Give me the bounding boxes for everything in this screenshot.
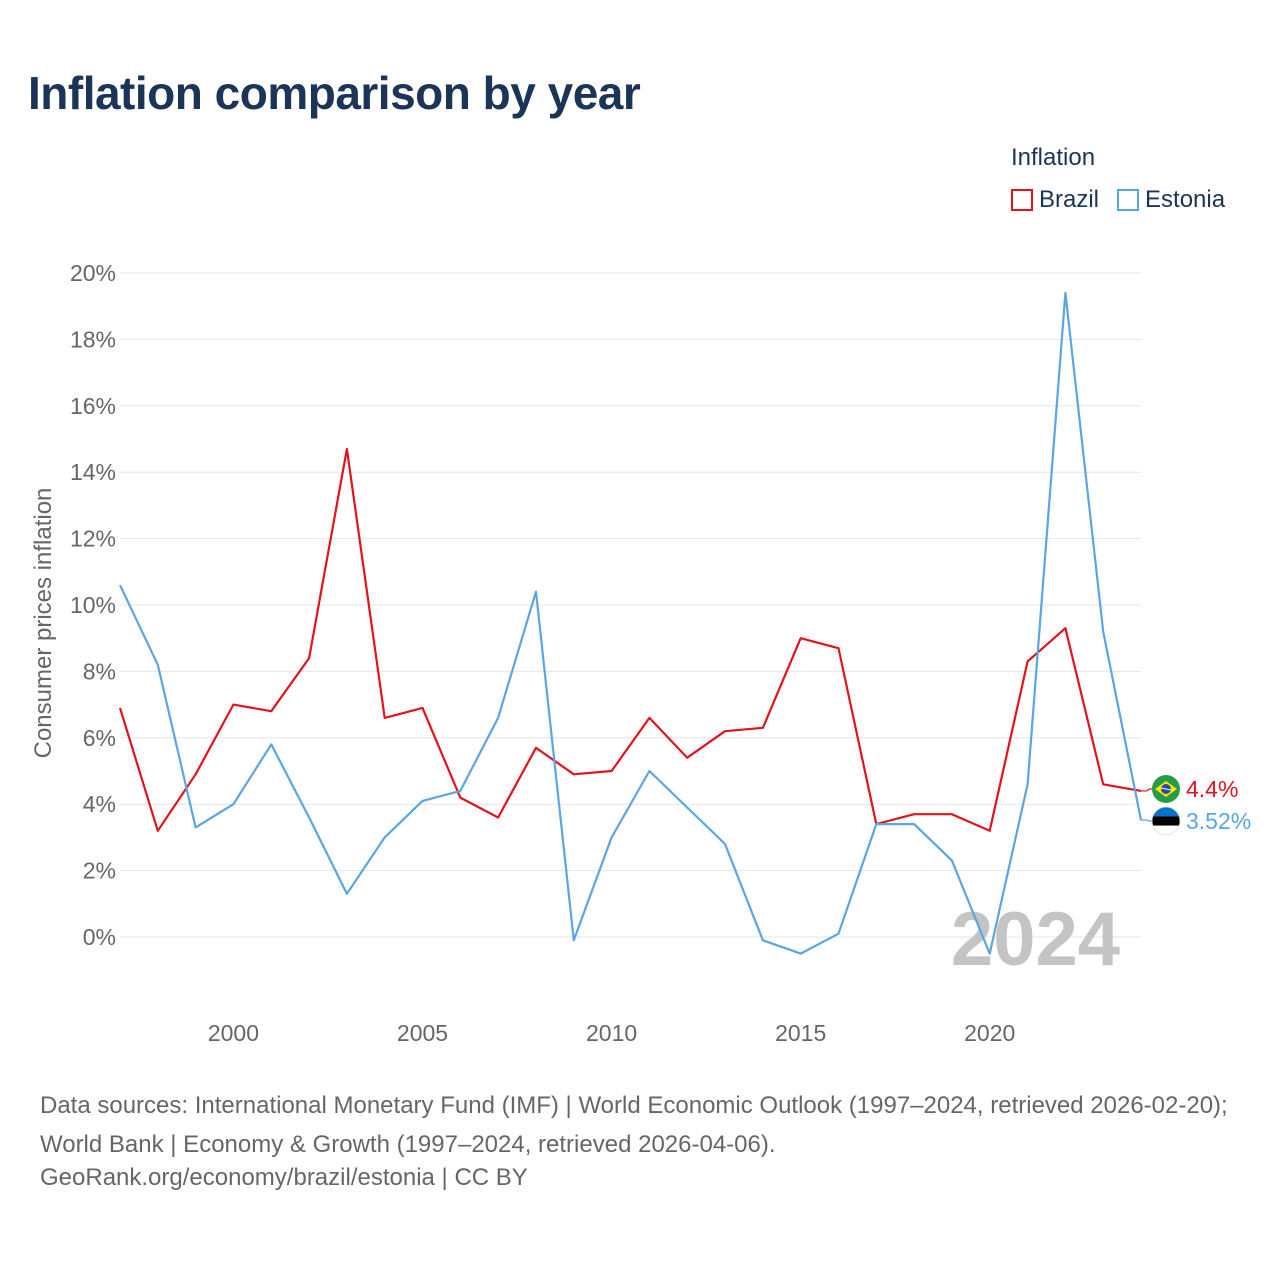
- y-tick-label: 8%: [83, 658, 116, 684]
- x-axis-ticks: 2000 2005 2010 2015 2020: [208, 1020, 1015, 1046]
- data-source-note: Data sources: International Monetary Fun…: [40, 1092, 1228, 1158]
- x-tick-label: 2015: [775, 1020, 826, 1046]
- y-axis-ticks: 0% 2% 4% 6% 8% 10% 12% 14% 16% 18% 20%: [70, 260, 116, 950]
- x-tick-label: 2000: [208, 1020, 259, 1046]
- legend-item-estonia[interactable]: Estonia: [1117, 186, 1225, 214]
- y-tick-label: 2%: [83, 858, 116, 884]
- end-connector-estonia: [1141, 819, 1153, 822]
- y-tick-label: 18%: [70, 326, 116, 352]
- end-labels: 4.4% 3.52%: [1141, 775, 1251, 836]
- legend-swatch-estonia: [1117, 189, 1140, 211]
- y-tick-label: 0%: [83, 924, 116, 950]
- page-title: Inflation comparison by year: [28, 67, 641, 119]
- estonia-flag-icon: [1151, 806, 1181, 836]
- series-line-brazil[interactable]: [118, 447, 1142, 832]
- y-tick-label: 14%: [70, 459, 116, 485]
- grid-lines: [120, 272, 1141, 938]
- end-connector-brazil: [1141, 788, 1153, 792]
- brazil-flag-icon: [1152, 775, 1180, 803]
- legend-label-estonia: Estonia: [1145, 186, 1226, 213]
- series-line-estonia[interactable]: [119, 291, 1143, 955]
- credit-link[interactable]: GeoRank.org/economy/brazil/estonia | CC …: [40, 1164, 528, 1191]
- y-tick-label: 10%: [70, 592, 116, 618]
- line-chart: 0% 2% 4% 6% 8% 10% 12% 14% 16% 18% 20% 2000 2005 201…: [30, 260, 1251, 1046]
- legend: Brazil Estonia: [1011, 186, 1243, 214]
- end-label-brazil: 4.4%: [1186, 776, 1238, 802]
- y-tick-label: 4%: [83, 791, 116, 817]
- year-watermark: 2024: [951, 897, 1120, 982]
- series-lines: [118, 291, 1143, 955]
- legend-swatch-brazil: [1011, 189, 1033, 211]
- x-tick-label: 2020: [964, 1020, 1015, 1046]
- x-tick-label: 2005: [397, 1020, 448, 1046]
- legend-item-brazil[interactable]: Brazil: [1011, 186, 1099, 214]
- y-tick-label: 12%: [70, 526, 116, 552]
- legend-title: Inflation: [1011, 144, 1096, 171]
- legend-label-brazil: Brazil: [1039, 186, 1100, 213]
- y-tick-label: 16%: [70, 393, 116, 419]
- y-axis-label: Consumer prices inflation: [30, 488, 57, 759]
- y-tick-label: 20%: [70, 260, 116, 286]
- y-tick-label: 6%: [83, 725, 116, 751]
- x-tick-label: 2010: [586, 1020, 637, 1046]
- end-label-estonia: 3.52%: [1186, 808, 1251, 834]
